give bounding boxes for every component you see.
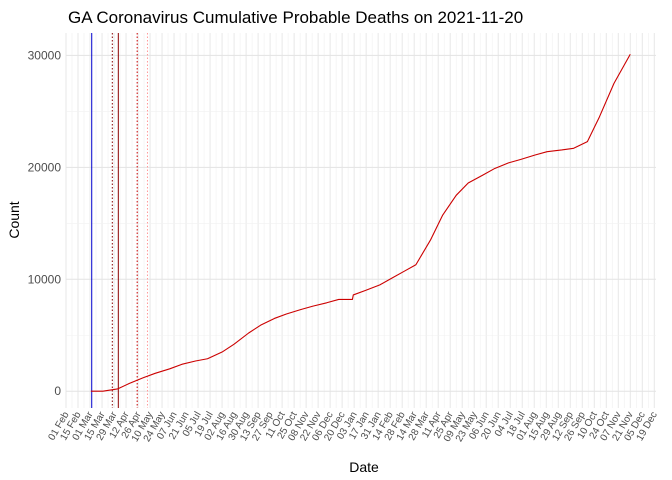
y-tick-label: 0 — [54, 384, 61, 398]
chart-title: GA Coronavirus Cumulative Probable Death… — [68, 8, 523, 27]
y-axis: 0 10000 20000 30000 — [28, 48, 62, 398]
series-line — [90, 54, 631, 392]
y-tick-label: 20000 — [28, 160, 62, 174]
x-axis-title: Date — [349, 459, 379, 475]
y-axis-title: Count — [6, 201, 22, 238]
vertical-markers — [91, 33, 148, 408]
grid — [65, 33, 656, 408]
series-layer — [90, 54, 631, 392]
y-tick-label: 30000 — [28, 48, 62, 62]
y-tick-label: 10000 — [28, 272, 62, 286]
